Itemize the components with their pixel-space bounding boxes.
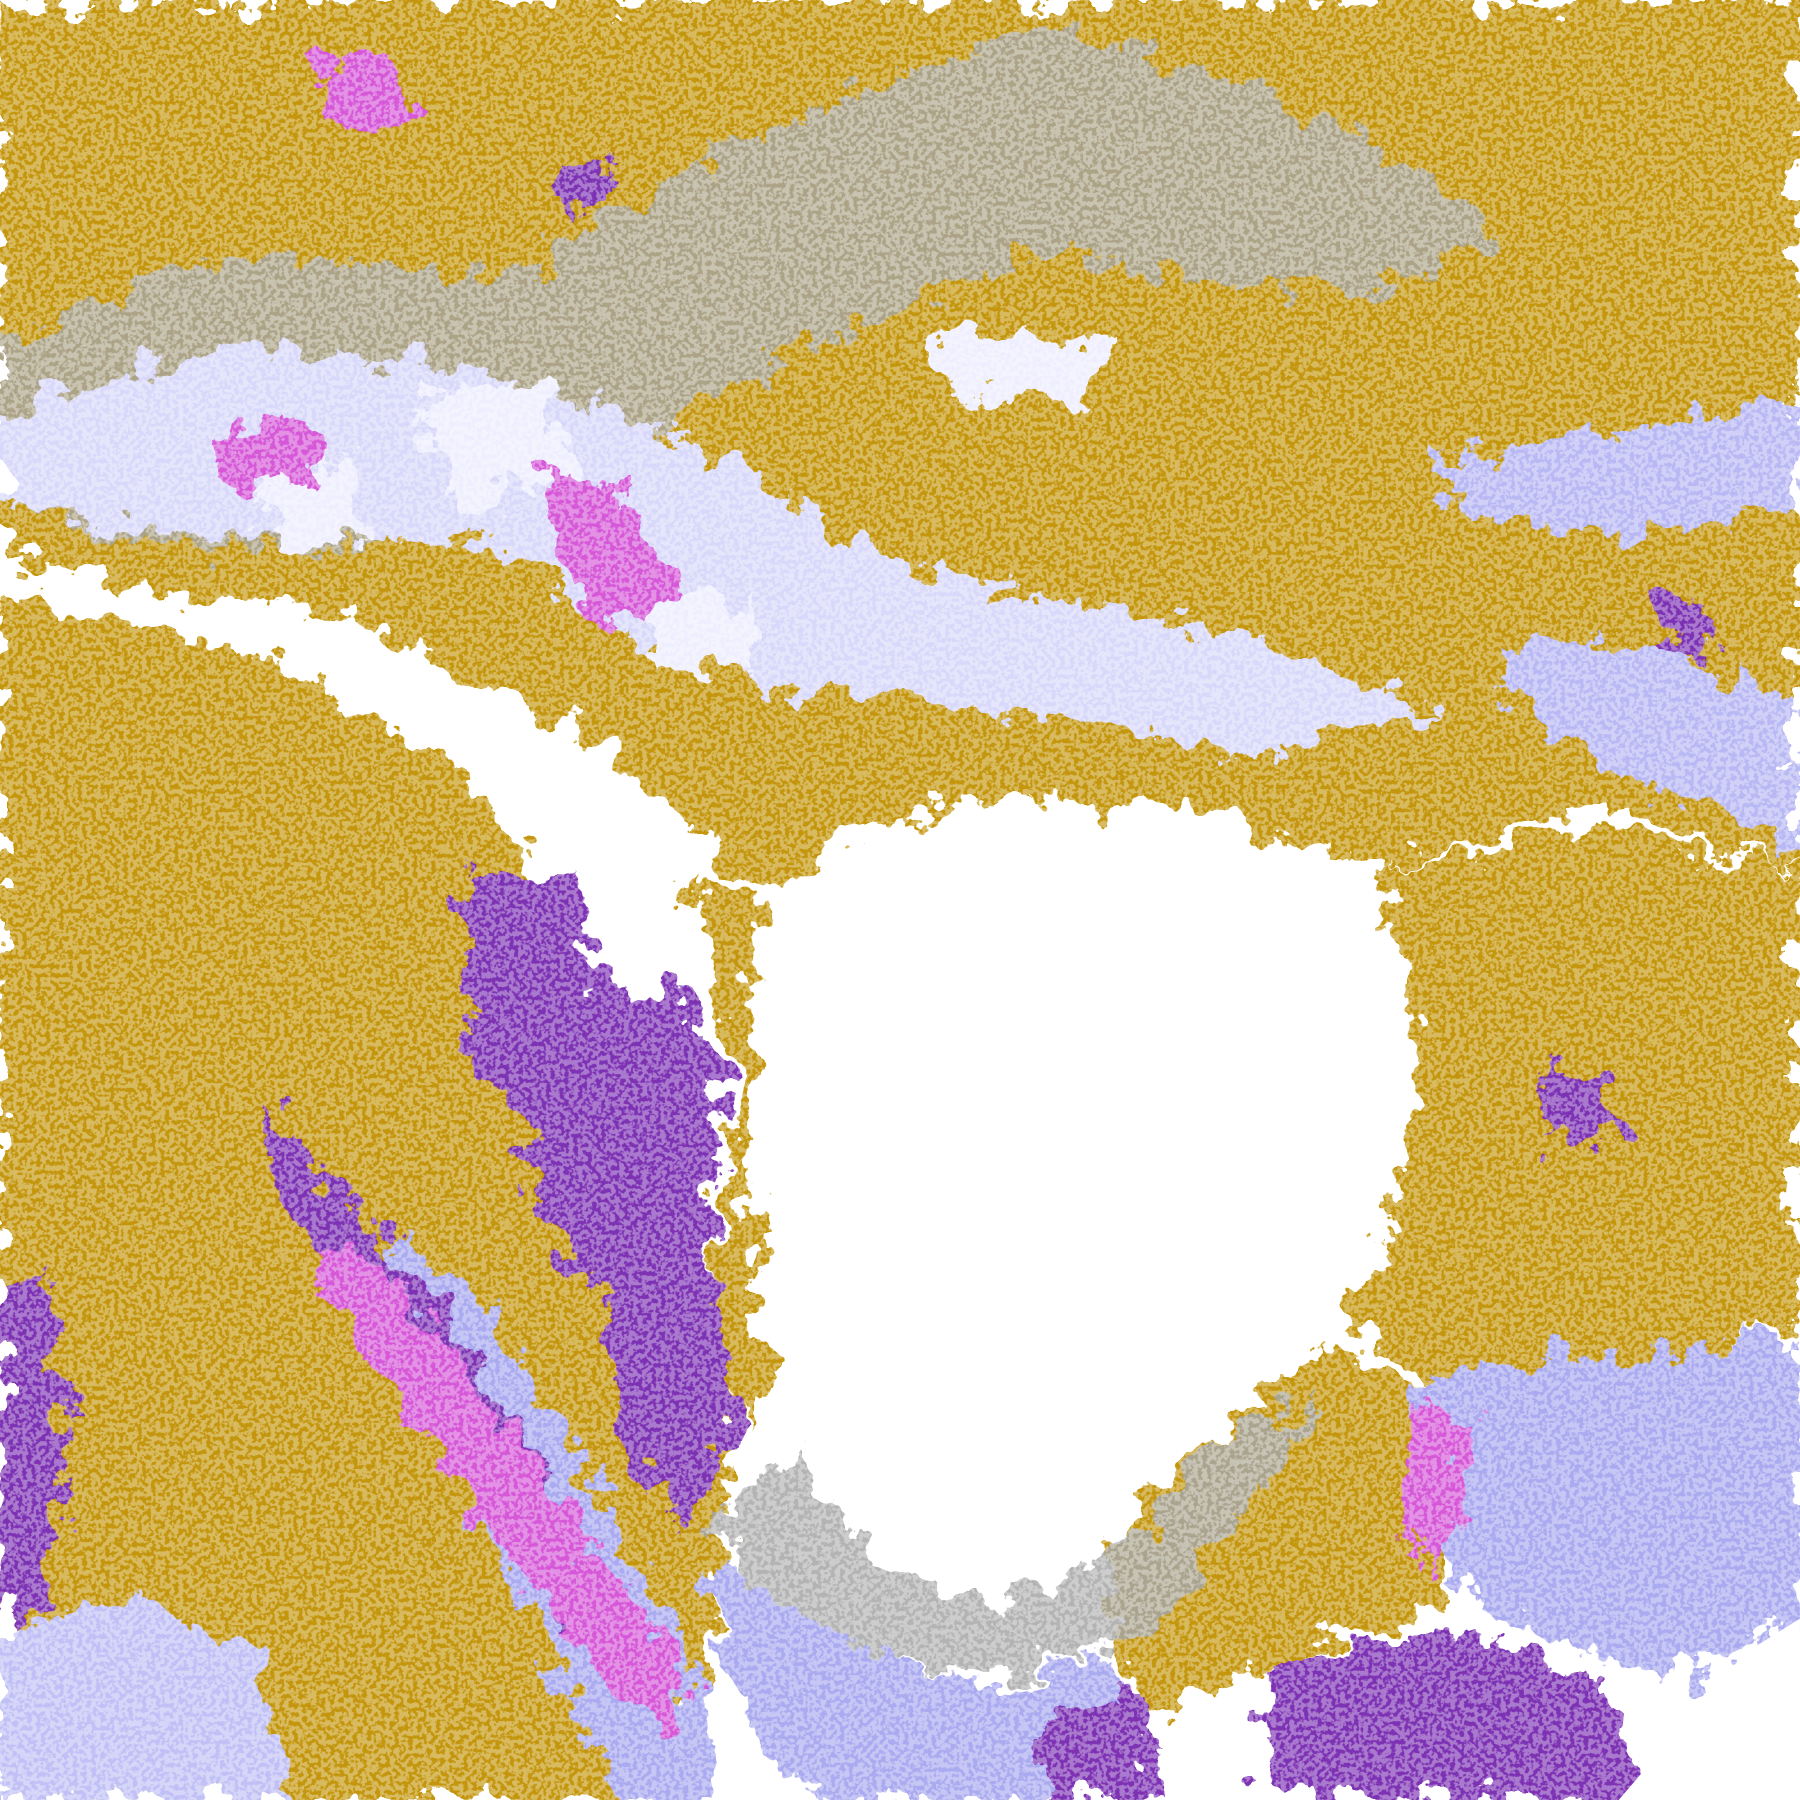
clear-sky-region (746, 792, 1424, 1585)
no-data-corner (1618, 1618, 1800, 1800)
